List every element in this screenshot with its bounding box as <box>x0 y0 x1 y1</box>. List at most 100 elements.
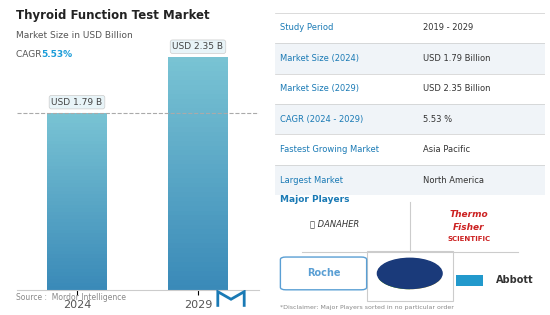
Bar <box>47 247 107 251</box>
Bar <box>168 285 228 290</box>
Bar <box>168 215 228 220</box>
Text: North America: North America <box>424 175 484 185</box>
Bar <box>47 283 107 286</box>
FancyBboxPatch shape <box>275 104 544 135</box>
Bar <box>47 254 107 258</box>
Text: USD 2.35 Billion: USD 2.35 Billion <box>424 84 491 93</box>
Bar <box>168 206 228 211</box>
Bar <box>47 215 107 219</box>
Bar <box>47 268 107 272</box>
Bar <box>168 169 228 174</box>
Bar <box>47 191 107 194</box>
Bar <box>47 159 107 162</box>
Bar <box>47 148 107 152</box>
Bar <box>168 257 228 262</box>
Bar <box>168 192 228 197</box>
Text: Roche: Roche <box>307 268 340 278</box>
Bar <box>168 99 228 104</box>
Bar <box>168 122 228 127</box>
Bar <box>47 173 107 176</box>
Bar <box>47 230 107 233</box>
Bar <box>168 141 228 146</box>
FancyBboxPatch shape <box>280 257 367 290</box>
Bar <box>168 80 228 85</box>
Bar <box>47 137 107 141</box>
Bar <box>168 159 228 164</box>
Bar <box>168 266 228 271</box>
FancyBboxPatch shape <box>367 251 453 301</box>
Bar <box>168 234 228 239</box>
Bar <box>47 244 107 247</box>
Text: Abbott: Abbott <box>496 275 534 285</box>
Bar <box>168 271 228 276</box>
Bar <box>47 112 107 116</box>
Wedge shape <box>379 277 410 289</box>
Bar <box>168 253 228 257</box>
Text: 2019 - 2029: 2019 - 2029 <box>424 23 474 32</box>
Bar <box>168 276 228 280</box>
Bar <box>168 225 228 229</box>
Bar <box>47 166 107 169</box>
Bar <box>168 229 228 234</box>
Bar <box>47 194 107 198</box>
Bar <box>168 117 228 122</box>
Bar <box>168 183 228 187</box>
Bar <box>47 237 107 240</box>
Bar <box>47 183 107 187</box>
Bar <box>168 197 228 201</box>
Bar <box>168 104 228 108</box>
Bar <box>47 127 107 130</box>
Bar <box>47 116 107 120</box>
Bar <box>47 240 107 244</box>
Bar <box>47 265 107 268</box>
Text: USD 1.79 Billion: USD 1.79 Billion <box>424 54 491 63</box>
Bar <box>47 145 107 148</box>
Bar <box>168 136 228 141</box>
Bar <box>168 239 228 243</box>
Bar <box>47 279 107 283</box>
Bar <box>168 132 228 136</box>
Bar <box>47 180 107 183</box>
Bar <box>47 276 107 279</box>
Bar <box>168 280 228 285</box>
Bar <box>47 251 107 254</box>
Text: Market Size in USD Billion: Market Size in USD Billion <box>16 32 133 41</box>
Bar <box>47 222 107 226</box>
Text: 5.53 %: 5.53 % <box>424 115 452 124</box>
Bar <box>168 211 228 215</box>
Bar <box>47 187 107 191</box>
Text: CAGR (2024 - 2029): CAGR (2024 - 2029) <box>280 115 364 124</box>
Bar <box>168 71 228 76</box>
Bar <box>168 113 228 117</box>
Bar <box>47 162 107 166</box>
Text: USD 2.35 B: USD 2.35 B <box>173 42 223 51</box>
Text: Source :  Mordor Intelligence: Source : Mordor Intelligence <box>16 293 126 302</box>
Bar <box>168 220 228 225</box>
Bar <box>47 258 107 261</box>
Bar <box>168 187 228 192</box>
Bar <box>47 152 107 155</box>
Bar <box>168 62 228 66</box>
Text: Largest Market: Largest Market <box>280 175 343 185</box>
Bar <box>168 201 228 206</box>
Text: Market Size (2029): Market Size (2029) <box>280 84 359 93</box>
Bar <box>47 208 107 212</box>
Text: *Disclaimer: Major Players sorted in no particular order: *Disclaimer: Major Players sorted in no … <box>280 305 454 310</box>
Bar <box>47 219 107 222</box>
FancyBboxPatch shape <box>275 165 544 195</box>
Bar <box>168 146 228 150</box>
Bar <box>168 248 228 253</box>
Text: Market Size (2024): Market Size (2024) <box>280 54 359 63</box>
Bar <box>47 130 107 134</box>
Bar <box>168 57 228 62</box>
FancyBboxPatch shape <box>275 43 544 73</box>
Bar <box>168 127 228 132</box>
Bar <box>47 198 107 201</box>
Bar <box>168 66 228 71</box>
Bar <box>47 120 107 123</box>
Text: Major Players: Major Players <box>280 195 350 204</box>
Circle shape <box>377 258 442 289</box>
Bar <box>168 108 228 113</box>
Bar <box>168 76 228 80</box>
Bar <box>168 178 228 183</box>
